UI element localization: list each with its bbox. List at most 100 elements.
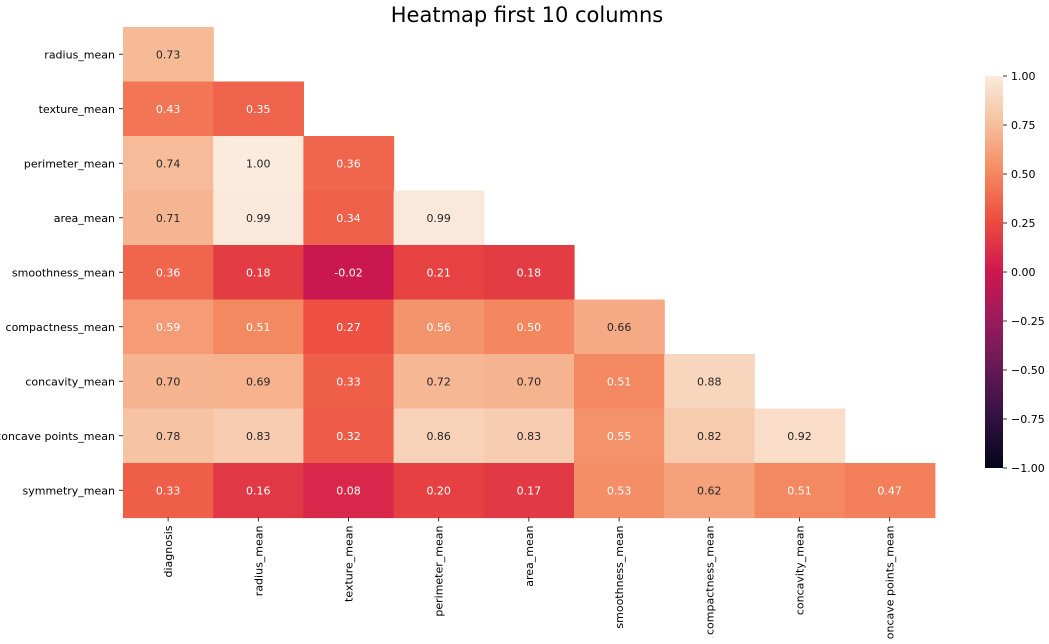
cell-value-label-r5-c0: 0.59: [156, 321, 181, 334]
column-label-compactness-mean: compactness_mean: [703, 525, 716, 635]
heatmap-cell-r8-c8: [844, 463, 936, 519]
cell-value-label-r6-c2: 0.33: [336, 375, 361, 388]
colorbar-tick-label-0: 1.00: [1011, 70, 1036, 83]
cell-value-label-r7-c2: 0.32: [336, 430, 361, 443]
heatmap-cell-r7-c7: [754, 408, 846, 464]
heatmap-cell-r8-c6: [664, 463, 755, 519]
column-label-area-mean: area_mean: [523, 525, 536, 586]
cell-value-label-r5-c3: 0.56: [426, 321, 451, 334]
heatmap-cell-r5-c3: [393, 299, 485, 355]
heatmap-cell-r6-c5: [574, 354, 665, 410]
heatmap-cell-r2-c2: [303, 136, 395, 192]
column-label-texture-mean: texture_mean: [343, 525, 356, 601]
heatmap-cell-r7-c0: [123, 408, 214, 464]
heatmap-cell-r7-c6: [664, 408, 755, 464]
heatmap-cell-r8-c3: [393, 463, 485, 519]
cell-value-label-r4-c1: 0.18: [246, 266, 271, 279]
cell-value-label-r8-c7: 0.51: [787, 484, 812, 497]
heatmap-cells: [123, 27, 936, 519]
cell-value-label-r2-c2: 0.36: [336, 157, 361, 170]
column-label-concavity-mean: concavity_mean: [794, 525, 807, 615]
heatmap-cell-r2-c0: [123, 136, 214, 192]
heatmap-cell-r6-c2: [303, 354, 395, 410]
heatmap-cell-r4-c1: [213, 245, 304, 301]
heatmap-cell-r4-c2: [303, 245, 395, 301]
cell-value-label-r7-c1: 0.83: [246, 430, 271, 443]
cell-value-label-r6-c6: 0.88: [697, 375, 722, 388]
cell-value-label-r3-c2: 0.34: [336, 212, 361, 225]
cell-value-label-r8-c6: 0.62: [697, 484, 722, 497]
cell-value-label-r3-c1: 0.99: [246, 212, 271, 225]
heatmap-cell-r5-c5: [574, 299, 665, 355]
cell-value-label-r7-c7: 0.92: [787, 430, 812, 443]
cell-value-label-r8-c0: 0.33: [156, 484, 181, 497]
cell-value-label-r1-c0: 0.43: [156, 103, 181, 116]
cell-value-label-r6-c1: 0.69: [246, 375, 271, 388]
chart-title: Heatmap first 10 columns: [391, 3, 664, 27]
cell-value-label-r6-c4: 0.70: [517, 375, 542, 388]
heatmap-cell-r1-c0: [123, 81, 214, 137]
colorbar: 1.00 0.75 0.50 0.25 0.00 −0.25 −0.50 −0.75 −1.00: [985, 70, 1045, 475]
heatmap-cell-r3-c3: [393, 190, 485, 246]
cell-value-label-r5-c5: 0.66: [607, 321, 632, 334]
cell-value-label-r7-c6: 0.82: [697, 430, 722, 443]
heatmap-cell-r7-c5: [574, 408, 665, 464]
cell-value-label-r8-c1: 0.16: [246, 484, 271, 497]
cell-value-label-r5-c4: 0.50: [517, 321, 542, 334]
heatmap-cell-r6-c6: [664, 354, 755, 410]
heatmap-cell-r8-c4: [483, 463, 575, 519]
heatmap-cell-r7-c2: [303, 408, 395, 464]
heatmap-cell-r7-c4: [483, 408, 575, 464]
cell-value-label-r6-c0: 0.70: [156, 375, 181, 388]
cell-value-label-r4-c2: -0.02: [334, 266, 362, 279]
row-label-area-mean: area_mean: [54, 212, 115, 225]
heatmap-cell-r3-c2: [303, 190, 395, 246]
colorbar-tick-label-7: −0.75: [1011, 413, 1045, 426]
row-label-texture-mean: texture_mean: [39, 103, 115, 116]
cell-value-label-r8-c8: 0.47: [877, 484, 902, 497]
cell-value-label-r6-c5: 0.51: [607, 375, 632, 388]
heatmap-cell-r6-c0: [123, 354, 214, 410]
colorbar-tick-label-3: 0.25: [1011, 217, 1036, 230]
row-label-compactness-mean: compactness_mean: [6, 321, 116, 334]
heatmap-cell-r4-c0: [123, 245, 214, 301]
cell-value-label-r0-c0: 0.73: [156, 48, 181, 61]
heatmap-cell-r6-c3: [393, 354, 485, 410]
heatmap-cell-r6-c1: [213, 354, 304, 410]
heatmap-cell-r7-c1: [213, 408, 304, 464]
colorbar-gradient: [985, 76, 1003, 468]
heatmap-cell-r5-c0: [123, 299, 214, 355]
heatmap-cell-r3-c0: [123, 190, 214, 246]
cell-value-label-r8-c3: 0.20: [426, 484, 451, 497]
cell-value-label-r7-c5: 0.55: [607, 430, 632, 443]
column-label-diagnosis: diagnosis: [162, 525, 175, 577]
cell-value-label-r5-c1: 0.51: [246, 321, 271, 334]
heatmap-cell-r5-c4: [483, 299, 575, 355]
cell-value-label-r3-c3: 0.99: [426, 212, 451, 225]
cell-value-label-r4-c0: 0.36: [156, 266, 181, 279]
cell-value-label-r2-c1: 1.00: [246, 157, 271, 170]
colorbar-tick-label-6: −0.50: [1011, 364, 1045, 377]
heatmap-cell-r8-c2: [303, 463, 395, 519]
row-label-smoothness-mean: smoothness_mean: [12, 266, 115, 279]
heatmap-cell-r6-c4: [483, 354, 575, 410]
heatmap-cell-r5-c2: [303, 299, 395, 355]
heatmap-cell-r7-c3: [393, 408, 485, 464]
colorbar-tick-label-2: 0.50: [1011, 168, 1036, 181]
heatmap-cell-r8-c7: [754, 463, 846, 519]
row-label-symmetry-mean: symmetry_mean: [23, 484, 116, 497]
row-label-concave-points-mean: concave points_mean: [0, 430, 115, 443]
cell-value-label-r8-c5: 0.53: [607, 484, 632, 497]
heatmap-cell-r8-c5: [574, 463, 665, 519]
heatmap-cell-r4-c4: [483, 245, 575, 301]
cell-value-label-r8-c4: 0.17: [517, 484, 542, 497]
heatmap-cell-labels: 0.73 0.43 0.35 0.74 1.00 0.36 0.71 0.99 0.34 0.99…: [156, 48, 902, 497]
heatmap-cell-r1-c1: [213, 81, 304, 137]
column-label-concave-points-mean: concave points_mean: [884, 525, 897, 640]
column-label-smoothness-mean: smoothness_mean: [613, 525, 626, 628]
row-label-perimeter-mean: perimeter_mean: [24, 157, 115, 170]
cell-value-label-r8-c2: 0.08: [336, 484, 361, 497]
cell-value-label-r2-c0: 0.74: [156, 157, 181, 170]
